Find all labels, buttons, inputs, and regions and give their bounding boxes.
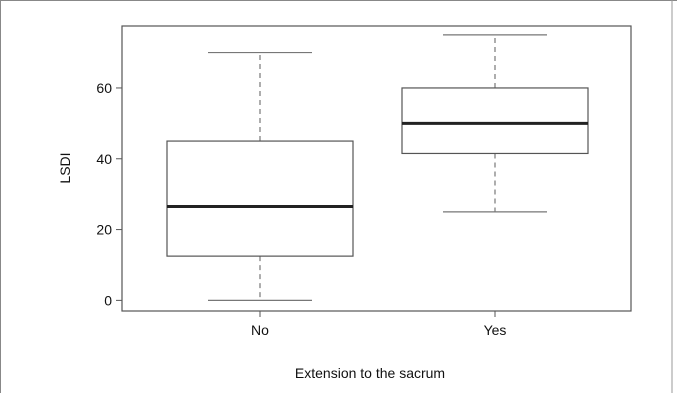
y-tick-label-60: 60 [96,80,112,96]
y-tick-label-40: 40 [96,151,112,167]
box-group-yes [402,35,588,212]
y-tick-label-20: 20 [96,222,112,238]
iqr-box-no [167,141,353,256]
x-tick-label-yes: Yes [484,322,507,338]
boxes-layer [167,35,588,301]
y-axis: 0 20 40 60 [96,80,122,308]
x-tick-label-no: No [251,322,269,338]
iqr-box-yes [402,88,588,153]
x-axis-label: Extension to the sacrum [295,365,445,381]
y-tick-label-0: 0 [104,292,112,308]
x-axis: No Yes [251,311,506,338]
box-group-no [167,53,353,301]
y-axis-label: LSDI [57,152,73,183]
